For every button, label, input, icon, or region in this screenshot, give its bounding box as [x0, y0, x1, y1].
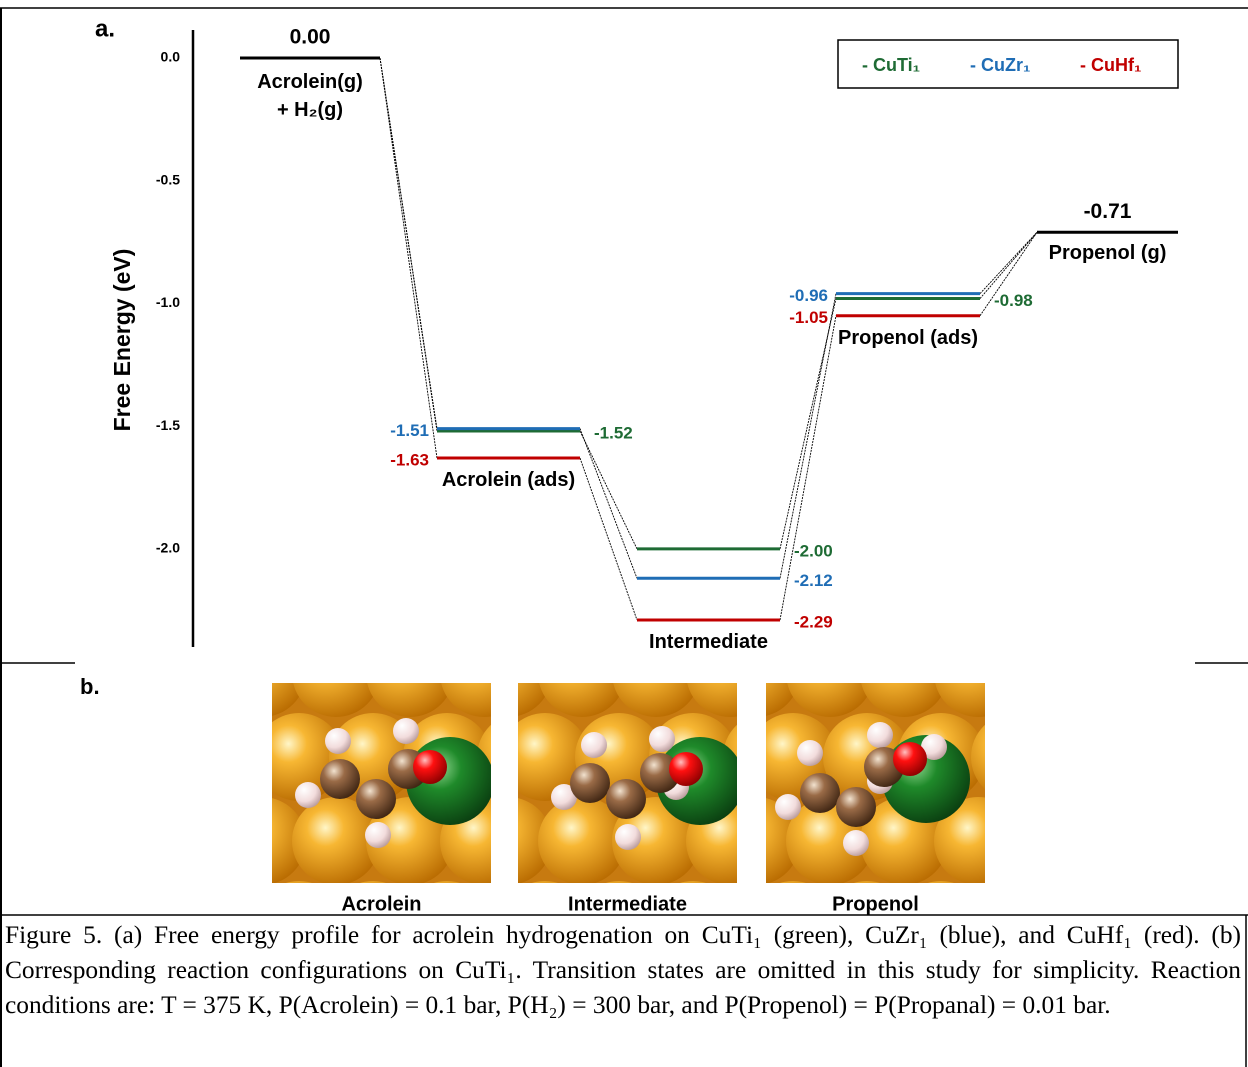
- panel-label: b.: [80, 674, 100, 699]
- panel-label: a.: [95, 15, 115, 42]
- h-atom: [365, 822, 391, 848]
- image-label: Propenol: [832, 893, 919, 915]
- c-atom: [800, 773, 840, 813]
- category-label: Acrolein(g) + H₂(g): [210, 68, 410, 124]
- legend-entry: - CuHf₁: [1080, 55, 1141, 75]
- cu-atom: [218, 629, 306, 717]
- value-label: -0.71: [1084, 200, 1132, 223]
- y-tick-label: -2.0: [156, 540, 180, 556]
- cu-atom: [971, 713, 1059, 801]
- c-atom: [356, 779, 396, 819]
- y-tick-label: -0.5: [156, 171, 180, 187]
- cu-atom: [144, 797, 232, 885]
- h-atom: [615, 824, 641, 850]
- value-label: -2.12: [794, 571, 833, 590]
- y-tick-label: -1.5: [156, 417, 180, 433]
- page: {"chart_data": { "type": "energy_profile…: [0, 0, 1248, 1067]
- o-atom: [669, 752, 703, 786]
- y-axis-label: Free Energy (eV): [109, 249, 135, 432]
- figure: a. Free Energy (eV) b. Acrolein Intermedi…: [0, 0, 1248, 1067]
- c-atom: [570, 763, 610, 803]
- caption: Figure 5. (a) Free energy profile for ac…: [5, 918, 1241, 1023]
- value-label: -1.51: [390, 421, 429, 440]
- h-atom: [649, 726, 675, 752]
- legend-entry: - CuZr₁: [970, 55, 1030, 75]
- cu-atom: [181, 713, 269, 801]
- h-atom: [797, 740, 823, 766]
- image-label: Acrolein: [341, 893, 421, 915]
- h-atom: [325, 728, 351, 754]
- legend-entry: - CuTi₁: [862, 55, 920, 75]
- h-atom: [295, 782, 321, 808]
- category-label: Acrolein (ads): [409, 466, 609, 494]
- o-atom: [893, 742, 927, 776]
- value-label: -0.96: [789, 286, 828, 305]
- c-atom: [606, 779, 646, 819]
- category-label: Propenol (g): [1008, 239, 1208, 267]
- y-tick-label: -1.0: [156, 294, 180, 310]
- cu-atom: [440, 629, 528, 717]
- cu-atom: [1008, 797, 1096, 885]
- image-label: Intermediate: [568, 893, 687, 915]
- connector: [580, 429, 637, 579]
- cu-atom: [1045, 713, 1133, 801]
- y-tick-label: 0.0: [161, 49, 181, 65]
- h-atom: [393, 718, 419, 744]
- cu-atom: [292, 629, 380, 717]
- c-atom: [320, 759, 360, 799]
- value-label: -0.98: [994, 291, 1033, 310]
- h-atom: [581, 732, 607, 758]
- value-label: -2.00: [794, 541, 833, 560]
- c-atom: [836, 787, 876, 827]
- value-label: -1.52: [594, 424, 633, 443]
- cu-atom: [934, 629, 1022, 717]
- h-atom: [843, 830, 869, 856]
- cu-atom: [860, 629, 948, 717]
- category-label: Intermediate: [609, 628, 809, 656]
- cu-atom: [144, 629, 232, 717]
- cu-atom: [366, 629, 454, 717]
- value-label: 0.00: [290, 26, 331, 49]
- h-atom: [775, 794, 801, 820]
- category-label: Propenol (ads): [808, 324, 1008, 352]
- o-atom: [413, 750, 447, 784]
- cu-atom: [1008, 629, 1096, 717]
- h-atom: [867, 722, 893, 748]
